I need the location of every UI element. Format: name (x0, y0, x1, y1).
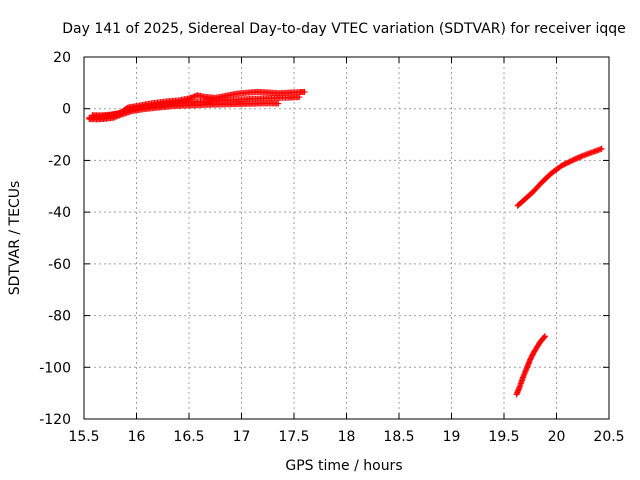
x-tick-label: 17.5 (278, 429, 309, 445)
data-series (89, 94, 303, 119)
data-point (275, 100, 282, 107)
grid-lines (84, 57, 609, 419)
data-point (301, 88, 308, 95)
x-tick-labels: 15.5 16 16.5 17 17.5 18 18.5 19 19.5 20 20.5 (68, 429, 624, 445)
y-tick-label: -60 (48, 257, 71, 273)
data-point (296, 94, 303, 101)
data-point (567, 158, 574, 165)
x-tick-label: 18.5 (383, 429, 414, 445)
y-tick-label: 0 (62, 102, 71, 118)
x-tick-label: 20 (548, 429, 566, 445)
y-tick-label: -40 (48, 205, 71, 221)
data-point (598, 145, 605, 152)
data-point (541, 333, 548, 340)
data-point (564, 160, 570, 167)
y-tick-label: -120 (39, 412, 71, 428)
data-point (565, 159, 572, 166)
x-tick-label: 18 (338, 429, 356, 445)
data-point (566, 158, 573, 165)
x-tick-label: 16 (128, 429, 146, 445)
x-tick-label: 19 (443, 429, 461, 445)
data-point (541, 334, 548, 341)
y-axis-label: SDTVAR / TECUs (7, 181, 23, 296)
axis-ticks (83, 56, 610, 420)
x-tick-label: 17 (233, 429, 251, 445)
data-point (561, 161, 568, 168)
y-tick-label: -100 (39, 360, 71, 376)
x-axis-label: GPS time / hours (285, 458, 402, 474)
y-tick-label: -80 (48, 309, 71, 325)
x-tick-label: 15.5 (68, 429, 99, 445)
data-points (86, 88, 605, 398)
y-tick-label: 20 (53, 50, 71, 66)
data-point (560, 161, 567, 168)
chart-title: Day 141 of 2025, Sidereal Day-to-day VTE… (62, 21, 626, 37)
x-tick-label: 16.5 (173, 429, 204, 445)
y-tick-labels: 20 0 -20 -40 -60 -80 -100 -120 (39, 50, 71, 428)
x-tick-label: 19.5 (488, 429, 519, 445)
data-series (513, 333, 548, 398)
data-point (562, 160, 569, 167)
data-point (558, 162, 565, 169)
y-tick-label: -20 (48, 153, 71, 169)
x-tick-label: 20.5 (593, 429, 624, 445)
data-series (514, 145, 605, 209)
